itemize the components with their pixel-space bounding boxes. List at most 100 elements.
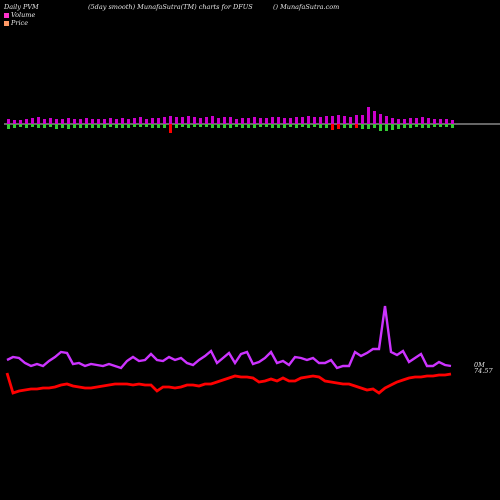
volume-bar-up	[127, 119, 130, 124]
legend-label-volume: Volume	[11, 11, 36, 19]
volume-bar-up	[229, 117, 232, 124]
volume-line	[6, 305, 452, 370]
volume-bar-down	[175, 124, 178, 128]
legend-swatch-volume	[4, 12, 9, 18]
volume-bar-down	[241, 124, 244, 128]
volume-bar-down	[187, 124, 190, 128]
volume-bar-down	[7, 124, 10, 129]
volume-bar-down	[73, 124, 76, 128]
volume-bar-up	[151, 118, 154, 124]
volume-bar-up	[343, 116, 346, 124]
legend-item-volume: Volume	[4, 11, 35, 19]
volume-bar-up	[265, 118, 268, 124]
volume-bar-up	[355, 115, 358, 124]
volume-bar-up	[181, 117, 184, 124]
volume-bar-up	[187, 116, 190, 124]
volume-bar-up	[283, 118, 286, 124]
volume-bar-up	[301, 117, 304, 124]
volume-bar-down	[151, 124, 154, 128]
volume-bar-down	[325, 124, 328, 128]
volume-bar-down	[337, 124, 340, 129]
volume-bar-up	[325, 116, 328, 124]
volume-bar-up	[247, 118, 250, 124]
volume-bar-down	[247, 124, 250, 128]
volume-bar-up	[49, 118, 52, 124]
chart-header-right: () MunafaSutra.com	[273, 3, 340, 11]
volume-bar-down	[145, 124, 148, 127]
volume-bar-down	[55, 124, 58, 129]
volume-bar-down	[295, 124, 298, 128]
volume-bar-down	[157, 124, 160, 128]
price-line	[5, 372, 452, 395]
volume-bar-up	[397, 119, 400, 124]
volume-bar-down	[109, 124, 112, 127]
volume-bar-down	[361, 124, 364, 129]
volume-bar-up	[169, 116, 172, 124]
volume-bar-down	[49, 124, 52, 127]
volume-bar-down	[229, 124, 232, 128]
volume-bar-down	[193, 124, 196, 127]
volume-bar-down	[79, 124, 82, 128]
volume-bar-up	[331, 116, 334, 124]
volume-bar-up	[193, 117, 196, 124]
volume-bar-down	[403, 124, 406, 128]
volume-bar-down	[397, 124, 400, 129]
volume-bar-up	[121, 118, 124, 124]
volume-bar-down	[133, 124, 136, 127]
volume-bar-up	[409, 118, 412, 124]
volume-bar-up	[91, 119, 94, 124]
volume-bar-up	[391, 118, 394, 124]
volume-bar-up	[25, 119, 28, 124]
volume-bar-up	[19, 120, 22, 124]
volume-bar-up	[61, 119, 64, 124]
volume-bar-down	[127, 124, 130, 128]
chart-header-center: (5day smooth) MunafaSutra(TM) charts for…	[88, 3, 253, 11]
volume-bar-up	[133, 118, 136, 124]
price-end-label: 74.57	[474, 367, 493, 375]
volume-bar-up	[445, 119, 448, 124]
volume-bar-up	[421, 117, 424, 124]
volume-bar-up	[253, 117, 256, 124]
volume-bar-up	[439, 119, 442, 124]
volume-bar-up	[403, 119, 406, 124]
legend-swatch-price	[4, 20, 9, 26]
volume-bar-up	[319, 117, 322, 124]
volume-bar-down	[349, 124, 352, 128]
volume-bar-down	[31, 124, 34, 127]
volume-bar-up	[361, 115, 364, 124]
volume-bar-up	[175, 117, 178, 124]
volume-bar-down	[205, 124, 208, 127]
volume-bar-up	[433, 119, 436, 124]
volume-bar-down	[427, 124, 430, 128]
volume-bar-down	[25, 124, 28, 128]
volume-bar-down	[223, 124, 226, 128]
volume-bar-up	[349, 117, 352, 124]
volume-bar-up	[139, 117, 142, 124]
volume-bar-down	[235, 124, 238, 127]
volume-bar-down	[43, 124, 46, 128]
volume-bar-down	[91, 124, 94, 128]
volume-bar-down	[103, 124, 106, 128]
volume-end-label: 0M	[474, 361, 485, 369]
volume-bar-up	[277, 117, 280, 124]
volume-bar-down	[61, 124, 64, 128]
volume-bars	[7, 107, 454, 133]
volume-bar-up	[217, 118, 220, 124]
volume-bar-down	[415, 124, 418, 127]
volume-bar-down	[217, 124, 220, 128]
volume-bar-up	[163, 117, 166, 124]
volume-bar-up	[67, 118, 70, 124]
volume-bar-down	[37, 124, 40, 128]
volume-bar-down	[313, 124, 316, 127]
volume-bar-up	[289, 118, 292, 124]
volume-bar-up	[55, 119, 58, 124]
volume-bar-down	[307, 124, 310, 128]
volume-bar-up	[385, 116, 388, 124]
volume-bar-down	[343, 124, 346, 128]
volume-bar-down	[355, 124, 358, 128]
volume-bar-up	[43, 119, 46, 124]
volume-bar-down	[301, 124, 304, 127]
volume-bar-down	[271, 124, 274, 128]
volume-bar-down	[67, 124, 70, 129]
volume-bar-down	[169, 124, 172, 133]
